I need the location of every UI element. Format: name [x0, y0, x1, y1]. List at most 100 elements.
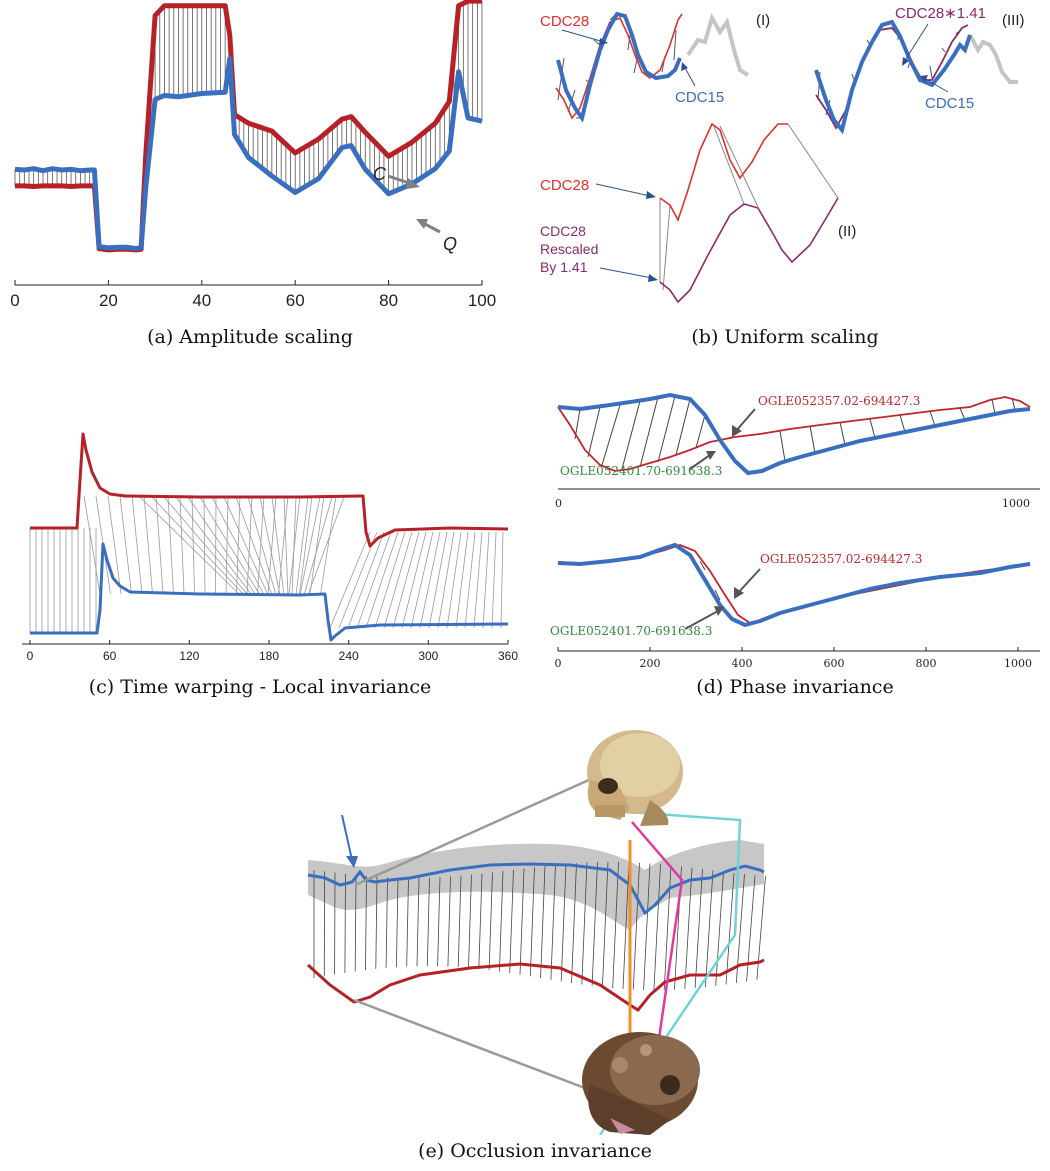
warp-link: [167, 495, 174, 595]
warp-link: [869, 418, 876, 439]
label-cdc15-III: CDC15: [925, 95, 974, 112]
warp-link: [329, 531, 371, 629]
warp-link: [246, 495, 253, 595]
x-tick-label: 360: [498, 649, 518, 663]
x-tick-label: 0: [10, 291, 19, 310]
caption-b: (b) Uniform scaling: [691, 326, 879, 348]
panel-e: (e) Occlusion invariance: [290, 720, 780, 1171]
warp-link: [299, 496, 321, 596]
warp-link: [699, 560, 706, 571]
warp-link: [715, 871, 724, 986]
warp-link: [464, 531, 476, 629]
x-tick-label: 600: [824, 657, 845, 670]
warp-link: [107, 495, 122, 595]
warp-link: [571, 863, 577, 984]
blue-series-line: [307, 862, 765, 916]
warp-link: [500, 531, 504, 629]
warp-link: [163, 496, 249, 596]
x-tick-label: 800: [916, 657, 937, 670]
warp-link: [602, 861, 609, 988]
warp-link: [131, 495, 143, 595]
warp-link: [540, 865, 546, 979]
panel-b: CDC28 CDC15 (I) CDC28∗1.41 CDC15 (III) C…: [520, 0, 1050, 350]
red-label-bottom: OGLE052357.02-694427.3: [760, 552, 922, 566]
warp-link: [694, 869, 703, 989]
warp-link: [639, 396, 659, 468]
x-tick-label: 40: [192, 291, 211, 310]
warp-link: [959, 407, 966, 421]
warp-link: [247, 496, 277, 596]
warp-link: [499, 871, 504, 972]
x-tick-label: 80: [379, 291, 398, 310]
warp-link: [203, 495, 206, 595]
x-tick-label: 20: [99, 291, 118, 310]
warp-link: [643, 863, 651, 990]
panel-c: 0 60 120 180 240 300 360 (c) Time warping - Lo…: [0, 420, 520, 710]
warp-link: [663, 865, 672, 990]
green-label-bottom: OGLE052401.70-691638.3: [550, 624, 712, 638]
warp-link: [278, 495, 289, 595]
green-label-top: OGLE052401.70-691638.3: [560, 464, 722, 478]
arrow-icon: [387, 174, 441, 234]
tick-top-0: 0: [555, 497, 562, 510]
warp-link: [344, 873, 346, 974]
blue-series-top: [557, 392, 1031, 476]
cyan-correspondence: [598, 808, 742, 1136]
warp-link: [560, 863, 567, 982]
label-I: (I): [756, 12, 770, 29]
warp-link: [455, 531, 469, 629]
warp-link: [657, 395, 676, 463]
warp-link: [519, 868, 525, 975]
warp-link: [374, 531, 406, 629]
warp-link: [271, 496, 285, 596]
cdc28-scaled-line: [815, 24, 969, 130]
warp-link: [591, 862, 598, 986]
warp-link: [396, 877, 399, 968]
warp-link: [612, 862, 619, 989]
warp-link: [1011, 397, 1016, 411]
warp-link: [267, 495, 277, 595]
x-tick-label: 400: [732, 657, 753, 670]
label-cdc28-I: CDC28: [540, 13, 589, 30]
x-tick-label: 120: [179, 649, 199, 663]
warp-link: [529, 867, 535, 977]
arrow-icon: [341, 814, 358, 868]
label-cdc28-II: CDC28: [540, 177, 589, 194]
label-rescaled-2: Rescaled: [540, 241, 598, 257]
warp-link: [155, 495, 164, 595]
warp-link: [291, 496, 297, 596]
warp-link: [478, 873, 483, 969]
label-II: (II): [838, 223, 856, 240]
warp-link: [437, 877, 441, 967]
x-tick-label: 1000: [1004, 657, 1032, 670]
warp-link: [705, 870, 714, 988]
warp-link: [295, 496, 309, 596]
x-tick-label: 300: [418, 649, 438, 663]
x-tick-label: 0: [555, 657, 562, 670]
warp-link: [601, 404, 621, 466]
warp-link: [151, 496, 245, 596]
warp-link: [191, 495, 195, 595]
label-c: C: [373, 164, 387, 184]
red-series-line: [30, 432, 509, 548]
caption-c: (c) Time warping - Local invariance: [88, 676, 432, 698]
warp-link: [309, 495, 325, 595]
series-q-line: [14, 56, 483, 252]
warp-link: [446, 531, 462, 629]
warp-link: [365, 875, 367, 971]
warp-link: [410, 531, 434, 629]
warp-link: [406, 877, 409, 967]
warp-link: [756, 876, 766, 980]
warp-link: [299, 495, 313, 595]
warp-link: [509, 869, 514, 974]
warp-link: [746, 875, 756, 982]
x-tick-label: 100: [468, 291, 496, 310]
warp-link: [199, 496, 261, 596]
warp-link: [899, 414, 906, 433]
warp-link: [437, 531, 455, 629]
cdc15-line-III: [814, 19, 972, 135]
warp-link: [581, 862, 588, 985]
panel-a-chart: 0 20 40 60 80 100 C Q: [10, 0, 496, 310]
warp-link: [354, 874, 357, 972]
warp-link: [725, 872, 735, 985]
